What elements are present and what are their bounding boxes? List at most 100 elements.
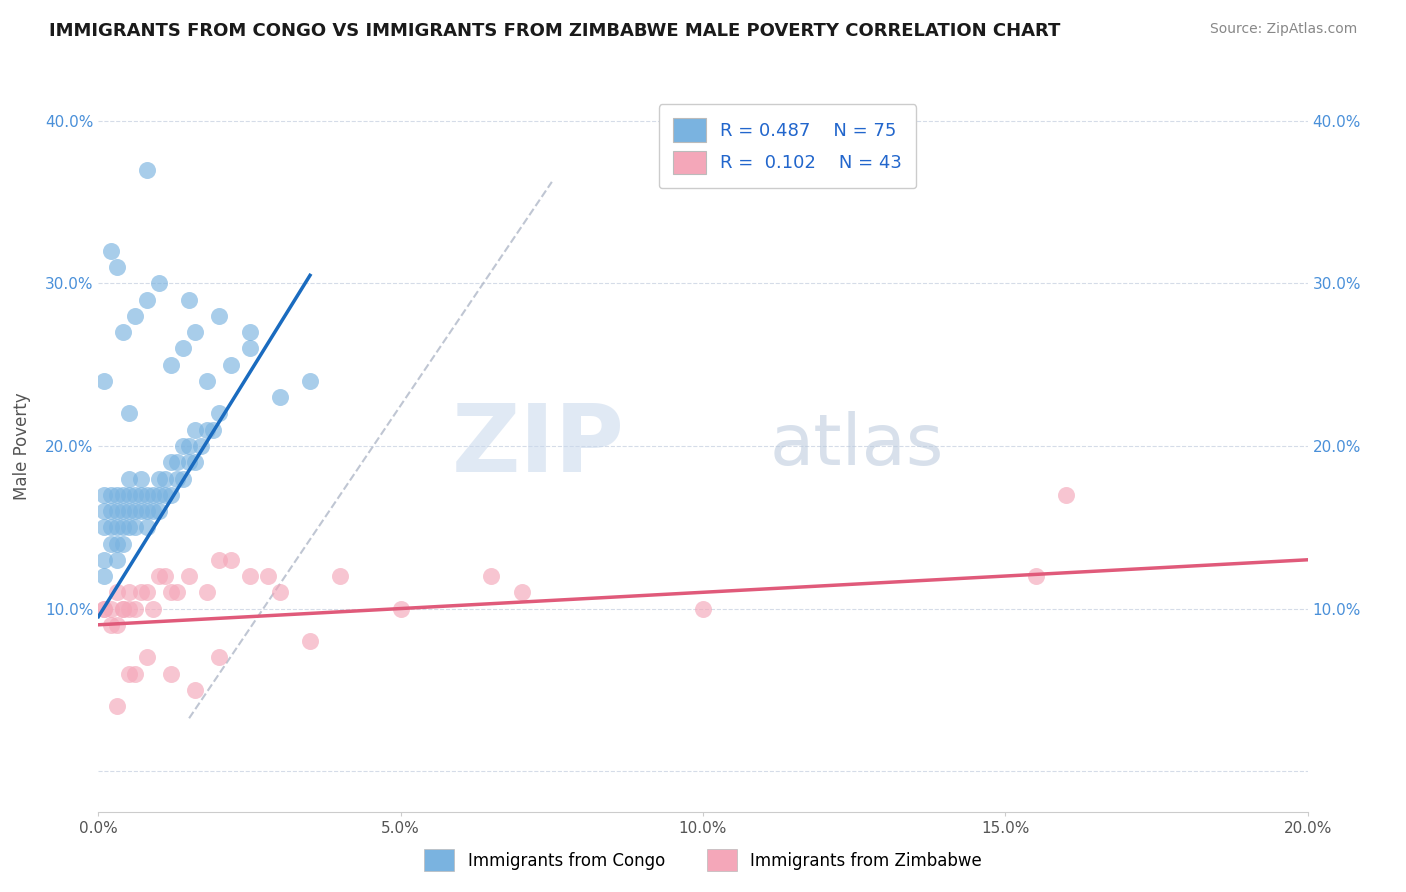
Point — [135, 162, 157, 177]
Point — [135, 650, 157, 665]
Point — [105, 699, 128, 714]
Point — [100, 536, 122, 550]
Point — [111, 488, 134, 502]
Point — [1024, 569, 1046, 583]
Point — [124, 601, 146, 615]
Point — [118, 585, 141, 599]
Point — [118, 471, 141, 485]
Point — [510, 585, 533, 599]
Legend: R = 0.487    N = 75, R =  0.102    N = 43: R = 0.487 N = 75, R = 0.102 N = 43 — [659, 104, 917, 188]
Point — [195, 374, 218, 388]
Point — [142, 488, 165, 502]
Point — [160, 488, 183, 502]
Point — [208, 309, 231, 323]
Point — [105, 536, 128, 550]
Point — [195, 585, 218, 599]
Point — [221, 358, 243, 372]
Point — [118, 601, 141, 615]
Point — [160, 455, 183, 469]
Point — [142, 601, 165, 615]
Point — [208, 650, 231, 665]
Point — [111, 520, 134, 534]
Point — [129, 488, 152, 502]
Point — [153, 488, 176, 502]
Point — [179, 293, 201, 307]
Point — [202, 423, 225, 437]
Point — [105, 553, 128, 567]
Text: ZIP: ZIP — [451, 400, 624, 492]
Point — [118, 488, 141, 502]
Point — [184, 325, 207, 339]
Y-axis label: Male Poverty: Male Poverty — [13, 392, 31, 500]
Point — [166, 471, 188, 485]
Point — [100, 617, 122, 632]
Point — [239, 569, 262, 583]
Point — [195, 423, 218, 437]
Point — [100, 601, 122, 615]
Point — [481, 569, 503, 583]
Point — [239, 342, 262, 356]
Text: IMMIGRANTS FROM CONGO VS IMMIGRANTS FROM ZIMBABWE MALE POVERTY CORRELATION CHART: IMMIGRANTS FROM CONGO VS IMMIGRANTS FROM… — [49, 22, 1060, 40]
Point — [124, 520, 146, 534]
Point — [129, 471, 152, 485]
Point — [142, 504, 165, 518]
Point — [269, 390, 291, 404]
Point — [124, 666, 146, 681]
Point — [148, 277, 170, 291]
Point — [166, 455, 188, 469]
Point — [1054, 488, 1077, 502]
Point — [135, 488, 157, 502]
Point — [93, 504, 115, 518]
Point — [153, 471, 176, 485]
Point — [111, 601, 134, 615]
Point — [299, 634, 322, 648]
Point — [239, 325, 262, 339]
Text: Source: ZipAtlas.com: Source: ZipAtlas.com — [1209, 22, 1357, 37]
Legend: Immigrants from Congo, Immigrants from Zimbabwe: Immigrants from Congo, Immigrants from Z… — [416, 841, 990, 880]
Point — [692, 601, 714, 615]
Point — [93, 520, 115, 534]
Point — [135, 504, 157, 518]
Point — [160, 585, 183, 599]
Point — [111, 325, 134, 339]
Point — [118, 407, 141, 421]
Point — [105, 504, 128, 518]
Point — [148, 569, 170, 583]
Point — [148, 504, 170, 518]
Point — [208, 553, 231, 567]
Point — [166, 585, 188, 599]
Point — [93, 488, 115, 502]
Text: atlas: atlas — [769, 411, 943, 481]
Point — [148, 488, 170, 502]
Point — [172, 342, 194, 356]
Point — [93, 601, 115, 615]
Point — [135, 585, 157, 599]
Point — [111, 536, 134, 550]
Point — [105, 260, 128, 275]
Point — [100, 520, 122, 534]
Point — [184, 423, 207, 437]
Point — [269, 585, 291, 599]
Point — [118, 504, 141, 518]
Point — [160, 358, 183, 372]
Point — [179, 569, 201, 583]
Point — [160, 666, 183, 681]
Point — [111, 504, 134, 518]
Point — [105, 488, 128, 502]
Point — [299, 374, 322, 388]
Point — [100, 488, 122, 502]
Point — [129, 585, 152, 599]
Point — [124, 309, 146, 323]
Point — [118, 520, 141, 534]
Point — [105, 585, 128, 599]
Point — [135, 520, 157, 534]
Point — [329, 569, 352, 583]
Point — [93, 374, 115, 388]
Point — [93, 569, 115, 583]
Point — [124, 504, 146, 518]
Point — [100, 244, 122, 258]
Point — [129, 504, 152, 518]
Point — [190, 439, 212, 453]
Point — [93, 553, 115, 567]
Point — [124, 488, 146, 502]
